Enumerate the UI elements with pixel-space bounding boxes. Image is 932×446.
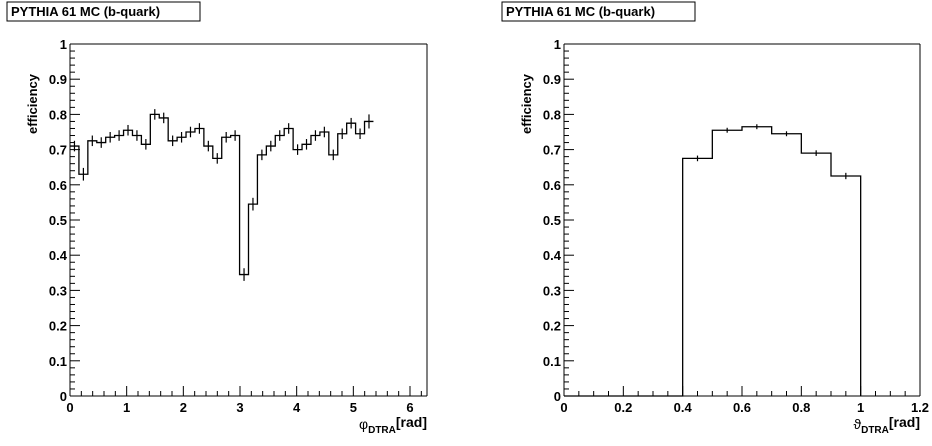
x-axis-symbol: ϑ	[853, 416, 861, 432]
x-tick-label: 0	[66, 400, 73, 415]
x-tick-label: 1	[857, 400, 864, 415]
x-tick-label: 1	[123, 400, 130, 415]
y-tick-label: 0.8	[543, 107, 561, 122]
histogram-series	[564, 126, 862, 397]
x-tick-label: 6	[406, 400, 413, 415]
y-tick-label: 0.5	[49, 213, 67, 228]
y-tick-label: 0.4	[543, 248, 562, 263]
y-tick-label: 0.9	[543, 72, 561, 87]
chart-1: PYTHIA 61 MC (b-quark) 0 0.1 0.2 0.3 0.4 0.5 0.…	[6, 1, 428, 436]
y-tick-label: 0.6	[543, 178, 561, 193]
chart-title: PYTHIA 61 MC (b-quark)	[11, 4, 160, 19]
y-tick-label: 0.2	[49, 319, 67, 334]
y-tick-label: 1	[554, 37, 561, 52]
x-axis-label: ϑDTRA[rad]	[853, 414, 920, 436]
chart-title: PYTHIA 61 MC (b-quark)	[506, 4, 655, 19]
y-axis-label: efficiency	[519, 73, 534, 134]
chart-title-box	[501, 1, 696, 22]
x-tick-label: 0.4	[674, 400, 693, 415]
y-tick-label: 0.8	[49, 107, 67, 122]
y-tick-label: 0.9	[49, 72, 67, 87]
y-tick-label: 1	[60, 37, 67, 52]
y-tick-label: 0	[554, 389, 561, 404]
y-tick-label: 0.5	[543, 213, 561, 228]
y-tick-label: 0.7	[543, 143, 561, 158]
chart-title-box	[6, 1, 201, 22]
x-axis-unit: [rad]	[396, 414, 427, 430]
x-tick-label: 1.2	[911, 400, 929, 415]
x-axis-subscript: DTRA	[368, 425, 396, 436]
x-axis-label: φDTRA[rad]	[359, 414, 427, 436]
y-tick-label: 0.3	[543, 283, 561, 298]
x-tick-label: 0	[560, 400, 567, 415]
x-tick-label: 4	[293, 400, 301, 415]
y-tick-label: 0.3	[49, 283, 67, 298]
y-tick-label: 0.6	[49, 178, 67, 193]
x-axis-unit: [rad]	[889, 414, 920, 430]
x-tick-label: 3	[236, 400, 243, 415]
y-axis-label: efficiency	[25, 73, 40, 134]
x-tick-label: 0.2	[614, 400, 632, 415]
x-tick-label: 2	[180, 400, 187, 415]
y-tick-label: 0.2	[543, 319, 561, 334]
x-tick-label: 5	[350, 400, 357, 415]
x-axis-symbol: φ	[359, 416, 368, 432]
y-tick-label: 0	[60, 389, 67, 404]
y-tick-label: 0.4	[49, 248, 68, 263]
x-tick-label: 0.8	[792, 400, 810, 415]
y-tick-label: 0.1	[49, 354, 67, 369]
histogram-series	[70, 113, 374, 276]
y-tick-label: 0.1	[543, 354, 561, 369]
x-axis-subscript: DTRA	[861, 425, 889, 436]
x-tick-label: 0.6	[733, 400, 751, 415]
chart-2: PYTHIA 61 MC (b-quark) 0 0.1 0.2 0.3 0.4 0.5 0.…	[501, 1, 929, 436]
y-tick-label: 0.7	[49, 143, 67, 158]
